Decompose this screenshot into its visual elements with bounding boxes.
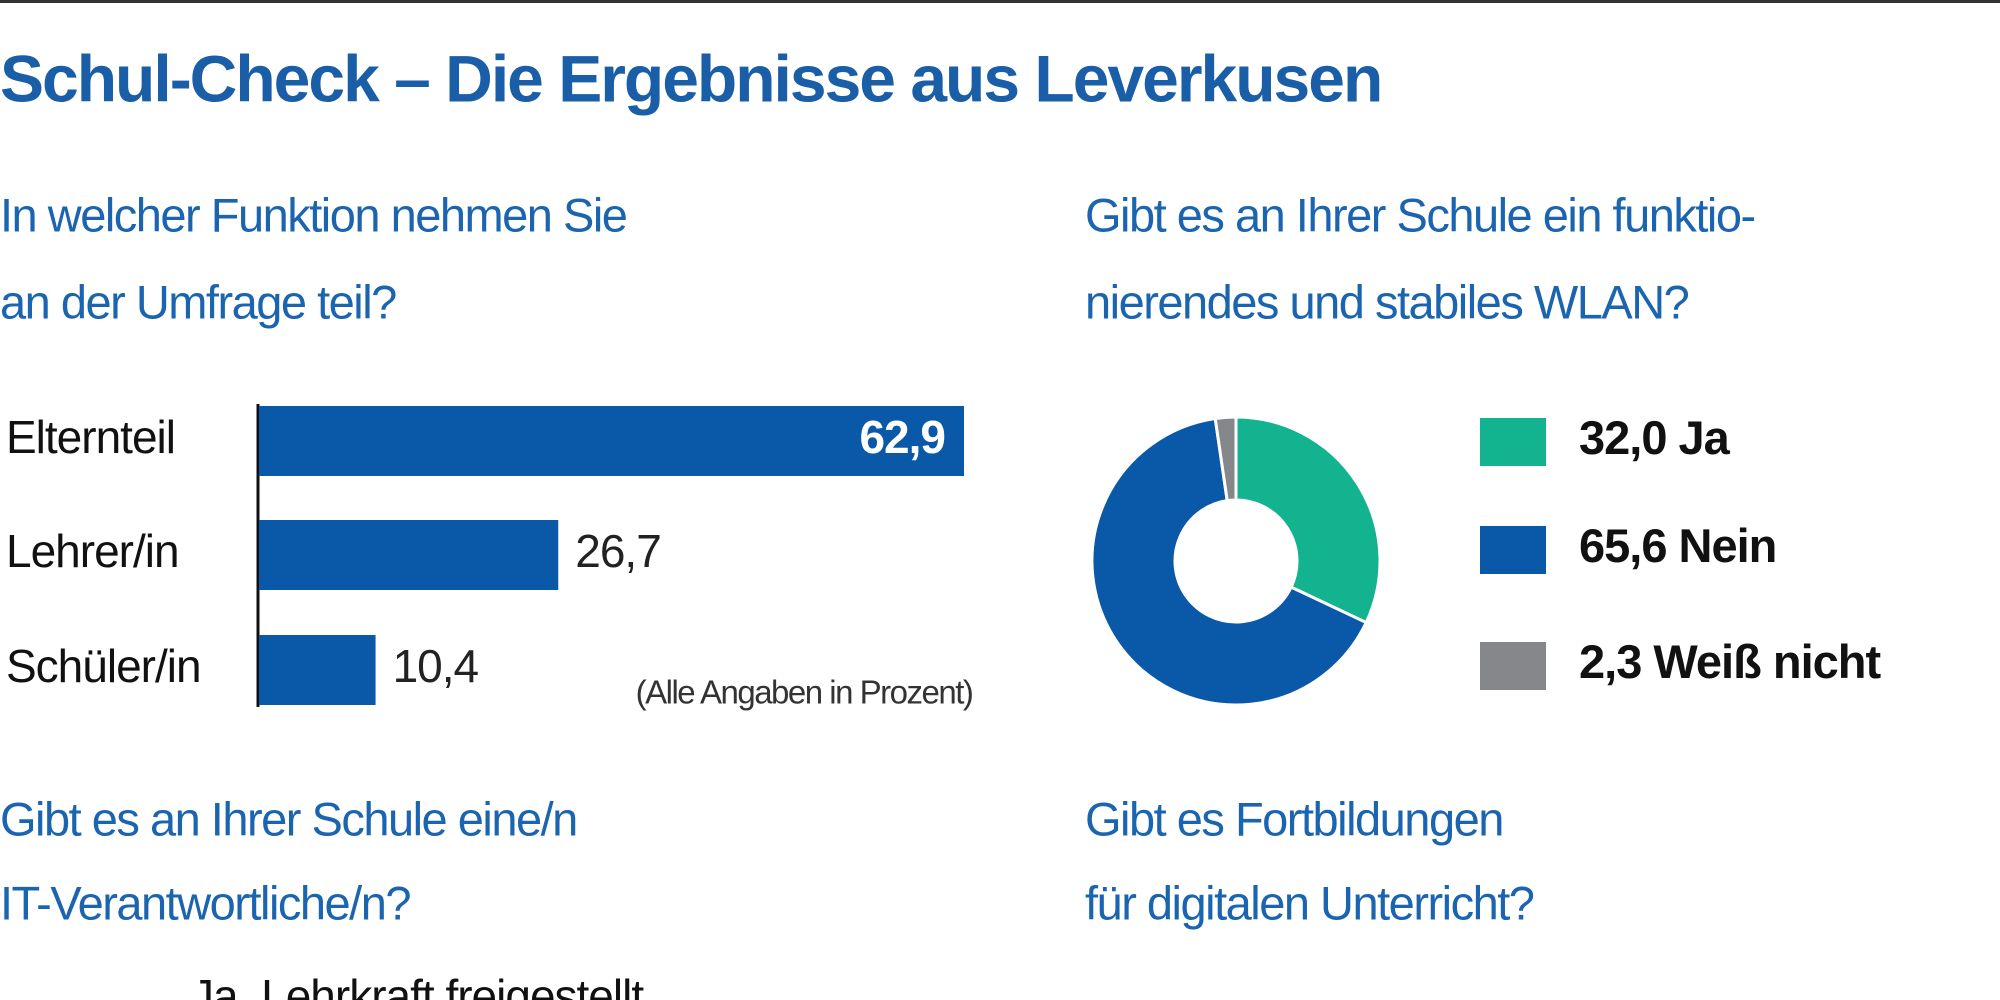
legend-label: 32,0 Ja [1579, 411, 1731, 464]
bar [259, 635, 376, 705]
bar [259, 406, 964, 476]
legend-value: 65,6 [1579, 519, 1666, 572]
legend-label: 65,6 Nein [1579, 519, 1776, 572]
legend-label: 2,3 Weiß nicht [1579, 635, 1881, 688]
top-border [0, 0, 2000, 3]
pie-slice [1090, 416, 1369, 707]
page-title: Schul-Check – Die Ergebnisse aus Leverku… [0, 41, 1381, 115]
section-label: Ja, Lehrkraft freigestellt [191, 970, 644, 1000]
value-label: 10,4 [393, 640, 479, 692]
category-label: Elternteil [6, 411, 175, 463]
legend-value: 2,3 [1579, 635, 1641, 688]
legend-category: Weiß nicht [1653, 635, 1881, 688]
legend-category: Ja [1679, 411, 1731, 464]
heading-line: nierendes und stabiles WLAN? [1085, 275, 1689, 328]
legend-value: 32,0 [1579, 411, 1666, 464]
legend-category: Nein [1679, 519, 1777, 572]
legend-swatch [1480, 642, 1546, 690]
value-label: 62,9 [859, 411, 945, 463]
heading-line: In welcher Funktion nehmen Sie [0, 188, 627, 241]
bar [259, 520, 559, 590]
pie-slice [1234, 415, 1382, 625]
category-label: Schüler/in [6, 640, 201, 692]
legend-swatch [1480, 418, 1546, 466]
category-label: Lehrer/in [6, 525, 179, 577]
pie-slice [1213, 415, 1238, 503]
heading-line: für digitalen Unterricht? [1085, 876, 1534, 929]
heading-line: Gibt es Fortbildungen [1085, 792, 1503, 845]
heading-line: IT-Verantwortliche/n? [0, 876, 410, 929]
legend-swatch [1480, 526, 1546, 574]
heading-line: Gibt es an Ihrer Schule ein funktio- [1085, 188, 1755, 241]
value-label: 26,7 [575, 525, 661, 577]
heading-line: an der Umfrage teil? [0, 275, 396, 328]
heading-line: Gibt es an Ihrer Schule eine/n [0, 792, 577, 845]
note: (Alle Angaben in Prozent) [636, 674, 973, 711]
